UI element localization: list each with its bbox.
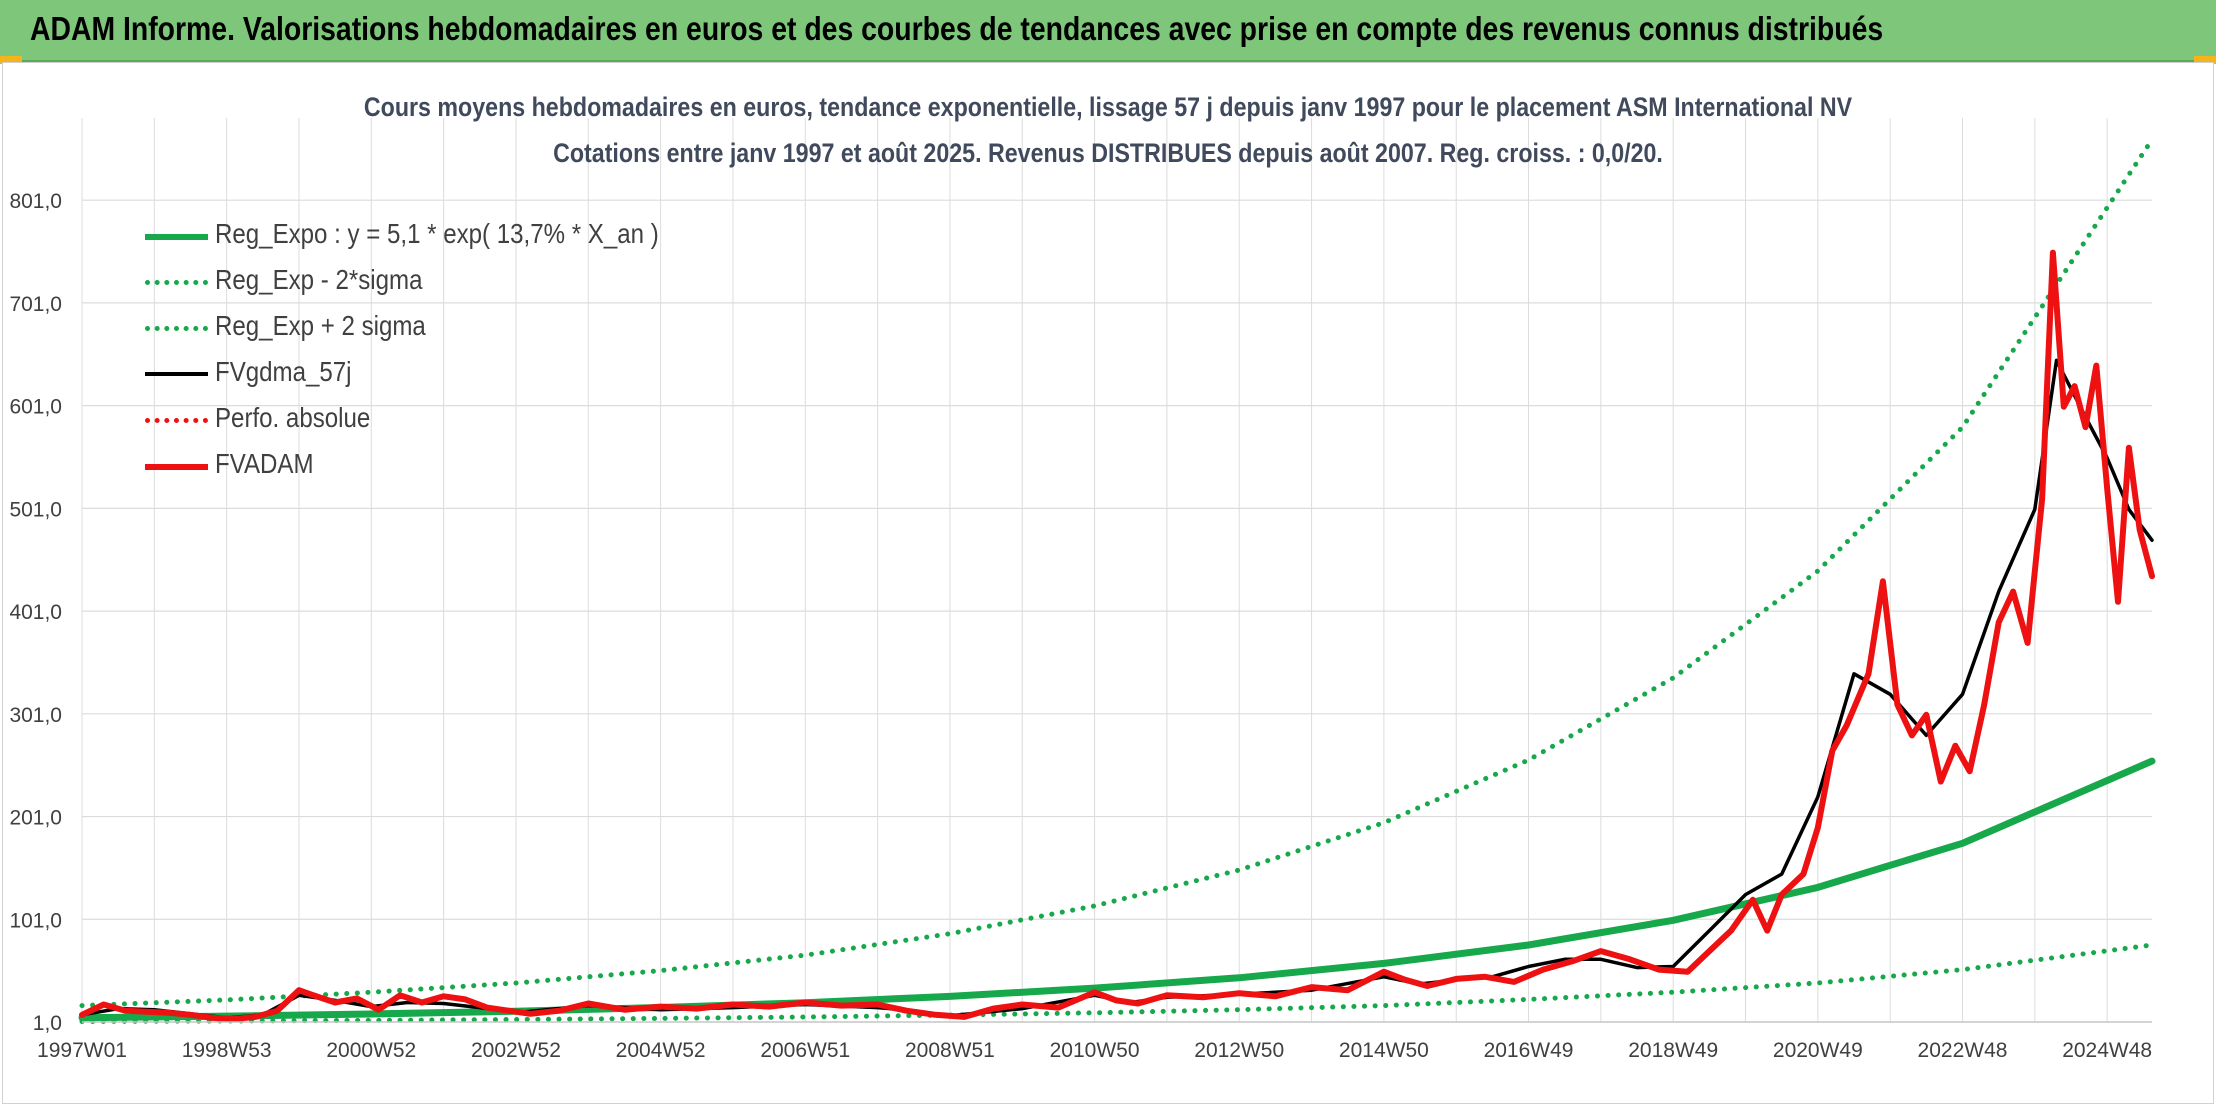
report-banner: ADAM Informe. Valorisations hebdomadaire… <box>0 0 2216 62</box>
chart-frame <box>2 62 2214 1104</box>
y-tick-label: 101,0 <box>9 909 62 932</box>
x-tick-label: 2018W49 <box>1628 1039 1718 1062</box>
x-tick-label: 2006W51 <box>760 1039 850 1062</box>
x-tick-label: 2002W52 <box>471 1039 561 1062</box>
banner-corner-left <box>0 56 22 64</box>
chart-title: Cours moyens hebdomadaires en euros, ten… <box>363 92 1853 122</box>
y-tick-label: 801,0 <box>9 190 62 213</box>
x-tick-label: 1998W53 <box>182 1039 272 1062</box>
x-tick-label: 2016W49 <box>1484 1039 1574 1062</box>
legend-swatch <box>145 464 208 470</box>
legend-label: Reg_Exp + 2 sigma <box>215 310 426 341</box>
banner-corner-right <box>2194 56 2216 64</box>
legend-swatch <box>145 372 208 376</box>
y-tick-label: 1,0 <box>33 1012 62 1035</box>
legend-label: Reg_Exp - 2*sigma <box>215 264 423 295</box>
y-tick-label: 201,0 <box>9 807 62 830</box>
series-line-5 <box>79 249 2155 1022</box>
y-tick-label: 701,0 <box>9 293 62 316</box>
series-line-0 <box>78 757 2156 1022</box>
x-tick-label: 2012W50 <box>1194 1039 1284 1062</box>
chart-subtitle: Cotations entre janv 1997 et août 2025. … <box>553 138 1663 168</box>
legend-label: Reg_Expo : y = 5,1 * exp( 13,7% * X_an ) <box>215 218 659 249</box>
legend-label: FVADAM <box>215 448 314 479</box>
legend-label: Perfo. absolue <box>215 402 371 433</box>
x-tick-label: 2010W50 <box>1050 1039 1140 1062</box>
y-tick-label: 501,0 <box>9 498 62 521</box>
x-tick-label: 2020W49 <box>1773 1039 1863 1062</box>
legend-swatch <box>145 280 208 285</box>
axis-layer: 1,0 101,0 201,0 301,0 401,0 501,0 601,0 701,0 80… <box>9 190 2152 1062</box>
legend-label: FVgdma_57j <box>215 356 352 387</box>
banner-title: ADAM Informe. Valorisations hebdomadaire… <box>30 10 1884 47</box>
y-tick-label: 401,0 <box>9 601 62 624</box>
x-tick-label: 2014W50 <box>1339 1039 1429 1062</box>
x-tick-label: 1997W01 <box>37 1039 127 1062</box>
y-tick-label: 601,0 <box>9 396 62 419</box>
grid-layer <box>81 118 2152 1023</box>
legend-swatch <box>145 234 208 240</box>
legend-swatch <box>145 418 208 423</box>
series-line-2 <box>79 137 2155 1009</box>
x-tick-label: 2004W52 <box>616 1039 706 1062</box>
legend-swatch <box>145 326 208 331</box>
x-tick-label: 2022W48 <box>1918 1039 2008 1062</box>
x-tick-label: 2024W48 <box>2062 1039 2152 1062</box>
series-layer <box>78 137 2156 1024</box>
series-line-1 <box>79 942 2155 1024</box>
x-tick-label: 2000W52 <box>326 1039 416 1062</box>
y-tick-label: 301,0 <box>9 704 62 727</box>
x-tick-label: 2008W51 <box>905 1039 995 1062</box>
